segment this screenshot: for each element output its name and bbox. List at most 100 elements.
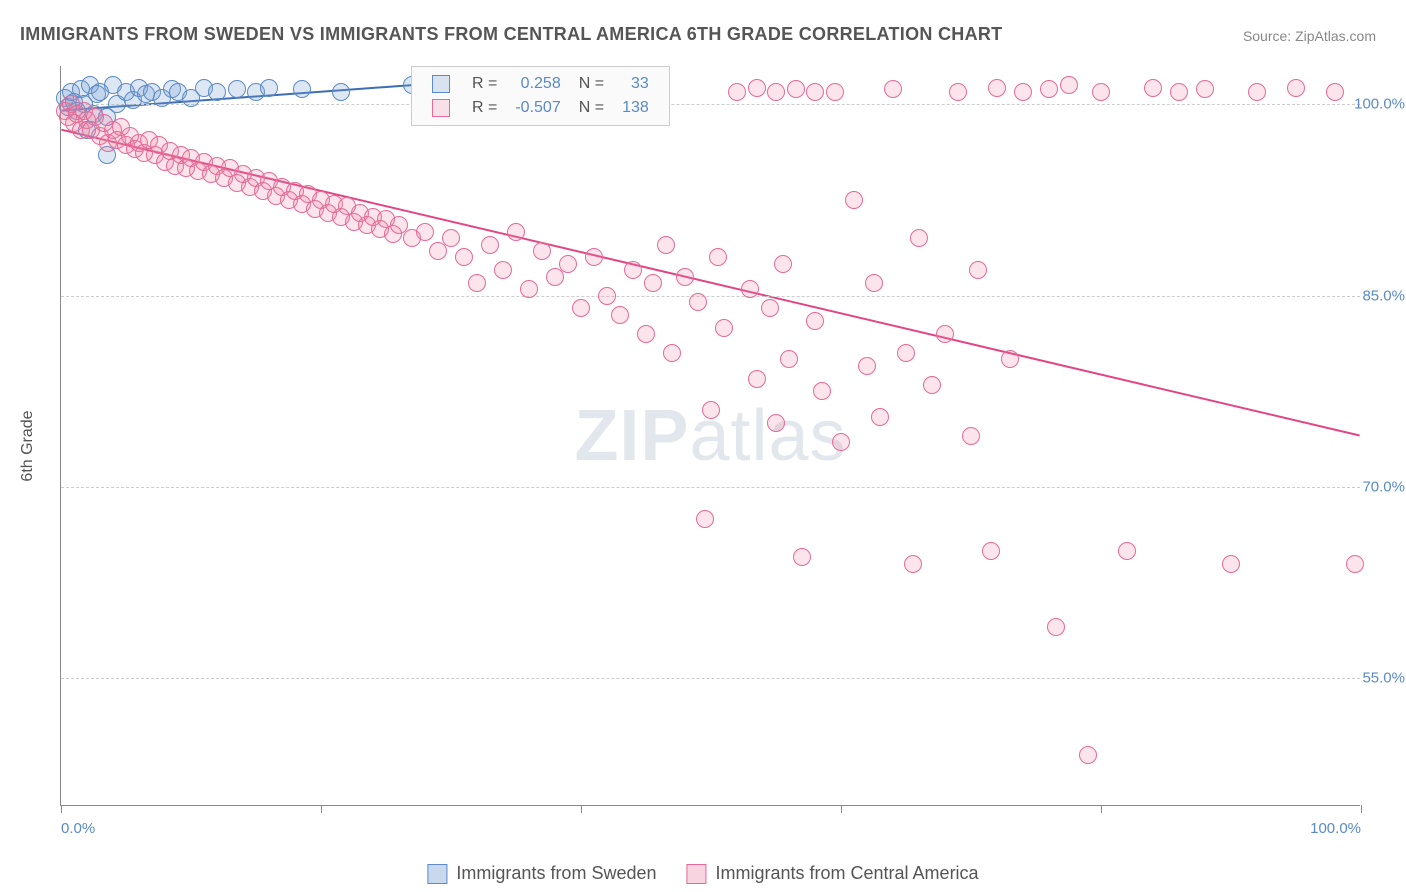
x-tick-label: 100.0% xyxy=(1310,820,1361,837)
data-point xyxy=(1047,618,1065,636)
bottom-legend: Immigrants from Sweden Immigrants from C… xyxy=(427,863,978,884)
data-point xyxy=(1118,542,1136,560)
data-point xyxy=(260,79,278,97)
gridline xyxy=(61,678,1360,679)
data-point xyxy=(962,427,980,445)
data-point xyxy=(468,274,486,292)
data-point xyxy=(845,191,863,209)
legend-item: Immigrants from Sweden xyxy=(427,863,656,883)
data-point xyxy=(923,376,941,394)
data-point xyxy=(826,83,844,101)
data-point xyxy=(293,80,311,98)
data-point xyxy=(416,223,434,241)
data-point xyxy=(787,80,805,98)
data-point xyxy=(1170,83,1188,101)
data-point xyxy=(832,433,850,451)
data-point xyxy=(624,261,642,279)
chart-container: IMMIGRANTS FROM SWEDEN VS IMMIGRANTS FRO… xyxy=(0,0,1406,892)
data-point xyxy=(702,401,720,419)
y-tick-label: 85.0% xyxy=(1362,287,1405,304)
data-point xyxy=(208,83,226,101)
data-point xyxy=(1079,746,1097,764)
data-point xyxy=(585,248,603,266)
data-point xyxy=(793,548,811,566)
y-tick-label: 55.0% xyxy=(1362,670,1405,687)
data-point xyxy=(1287,79,1305,97)
x-tick xyxy=(841,805,842,813)
data-point xyxy=(455,248,473,266)
data-point xyxy=(442,229,460,247)
x-tick xyxy=(1361,805,1362,813)
y-tick-label: 70.0% xyxy=(1362,479,1405,496)
correlation-legend: R =0.258N =33R =-0.507N =138 xyxy=(411,66,670,126)
gridline xyxy=(61,296,1360,297)
data-point xyxy=(1060,76,1078,94)
data-point xyxy=(1040,80,1058,98)
data-point xyxy=(741,280,759,298)
data-point xyxy=(507,223,525,241)
y-tick-label: 100.0% xyxy=(1354,96,1405,113)
data-point xyxy=(910,229,928,247)
data-point xyxy=(644,274,662,292)
data-point xyxy=(806,83,824,101)
data-point xyxy=(1144,79,1162,97)
y-axis-label: 6th Grade xyxy=(19,410,37,481)
gridline xyxy=(61,104,1360,105)
data-point xyxy=(1196,80,1214,98)
data-point xyxy=(676,268,694,286)
data-point xyxy=(1092,83,1110,101)
data-point xyxy=(988,79,1006,97)
x-tick xyxy=(581,805,582,813)
data-point xyxy=(1248,83,1266,101)
data-point xyxy=(611,306,629,324)
data-point xyxy=(897,344,915,362)
data-point xyxy=(559,255,577,273)
source-label: Source: ZipAtlas.com xyxy=(1243,28,1376,44)
gridline xyxy=(61,487,1360,488)
data-point xyxy=(904,555,922,573)
data-point xyxy=(1326,83,1344,101)
data-point xyxy=(969,261,987,279)
data-point xyxy=(520,280,538,298)
plot-area: ZIPatlas 55.0%70.0%85.0%100.0%0.0%100.0% xyxy=(60,66,1360,806)
data-point xyxy=(1001,350,1019,368)
data-point xyxy=(748,79,766,97)
data-point xyxy=(806,312,824,330)
x-tick-label: 0.0% xyxy=(61,820,95,837)
data-point xyxy=(748,370,766,388)
data-point xyxy=(949,83,967,101)
data-point xyxy=(1014,83,1032,101)
data-point xyxy=(533,242,551,260)
data-point xyxy=(657,236,675,254)
data-point xyxy=(663,344,681,362)
chart-title: IMMIGRANTS FROM SWEDEN VS IMMIGRANTS FRO… xyxy=(20,24,1002,45)
x-tick xyxy=(321,805,322,813)
data-point xyxy=(228,80,246,98)
data-point xyxy=(332,83,350,101)
data-point xyxy=(696,510,714,528)
data-point xyxy=(865,274,883,292)
data-point xyxy=(761,299,779,317)
legend-item: Immigrants from Central America xyxy=(687,863,979,883)
data-point xyxy=(572,299,590,317)
data-point xyxy=(637,325,655,343)
data-point xyxy=(780,350,798,368)
data-point xyxy=(982,542,1000,560)
data-point xyxy=(767,414,785,432)
data-point xyxy=(871,408,889,426)
data-point xyxy=(1346,555,1364,573)
data-point xyxy=(728,83,746,101)
data-point xyxy=(494,261,512,279)
data-point xyxy=(767,83,785,101)
x-tick xyxy=(1101,805,1102,813)
data-point xyxy=(481,236,499,254)
data-point xyxy=(598,287,616,305)
data-point xyxy=(858,357,876,375)
data-point xyxy=(689,293,707,311)
data-point xyxy=(715,319,733,337)
data-point xyxy=(774,255,792,273)
data-point xyxy=(936,325,954,343)
data-point xyxy=(884,80,902,98)
data-point xyxy=(709,248,727,266)
data-point xyxy=(1222,555,1240,573)
